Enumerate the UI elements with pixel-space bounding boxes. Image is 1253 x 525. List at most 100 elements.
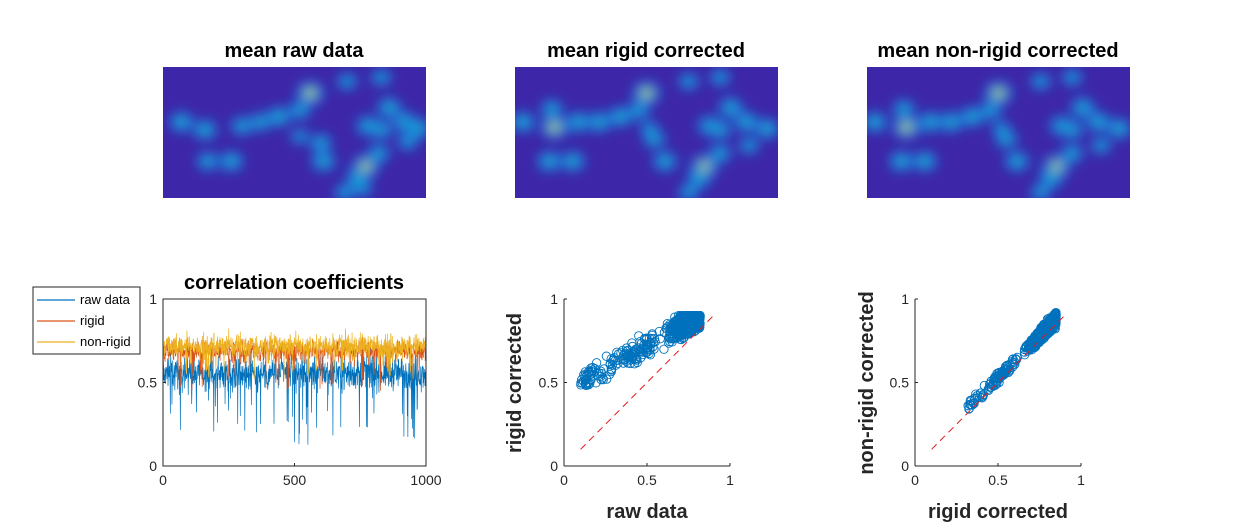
- scatter-point: [994, 367, 1004, 378]
- heatmap-blob-mid: [632, 105, 645, 116]
- heatmap-blob-mid: [235, 121, 248, 131]
- heatmap-title-raw: mean raw data: [225, 40, 365, 62]
- ylabel-raw-vs-rigid: rigid corrected: [504, 313, 526, 453]
- heatmap-blob-mid: [542, 155, 556, 167]
- scatter-point: [581, 379, 591, 390]
- heatmap-blob-mid: [174, 116, 189, 128]
- scatter-point: [589, 367, 600, 377]
- scatter-point: [639, 334, 650, 344]
- scatter-point: [665, 337, 675, 347]
- heatmap-blob-mid: [198, 124, 212, 136]
- scatter-point: [606, 366, 616, 377]
- heatmap-blob-mid: [545, 104, 558, 114]
- correlation-title: correlation coefficients: [184, 272, 404, 294]
- heatmap-blob-mid: [516, 116, 530, 128]
- heatmap-blob-mid: [382, 102, 396, 114]
- heatmap-blob-mid: [714, 73, 726, 82]
- heatmap-blob-mid: [316, 155, 331, 167]
- identity-line-raw-vs-rigid: [580, 315, 714, 450]
- heatmap-blob-mid: [613, 111, 627, 123]
- heatmap-blob-mid: [201, 156, 214, 167]
- heatmap-blob-mid: [372, 148, 385, 159]
- scatter-point: [596, 374, 606, 385]
- scatter-point: [678, 323, 689, 333]
- heatmap-blob-mid: [224, 155, 239, 167]
- heatmap-blob-mid: [683, 188, 694, 198]
- heatmap-blob-mid: [760, 123, 775, 134]
- x-tick-label: 1000: [410, 472, 441, 488]
- xlabel-rigid-vs-nonrigid: rigid corrected: [928, 501, 1068, 523]
- heatmap-blob-mid: [984, 105, 997, 116]
- scatter-point: [965, 395, 975, 406]
- heatmap-blob-mid: [723, 102, 738, 114]
- heatmap-blobs-nonrigid: [867, 69, 1130, 198]
- heatmap-blob-mid: [658, 155, 672, 167]
- heatmap-blob-peak: [1053, 163, 1060, 170]
- scatter-point: [636, 352, 646, 363]
- heatmap-blob-peak: [551, 124, 558, 130]
- scatter-rigid-vs-nonrigid: 00 0.5 0.5 1 1 rigid corrected non-rigid cor…: [856, 291, 1085, 523]
- ylabel-rigid-vs-nonrigid: non-rigid corrected: [856, 291, 878, 474]
- heatmap-blob-mid: [1066, 148, 1079, 159]
- scatter-point: [584, 380, 594, 390]
- heatmap-blob-peak: [307, 90, 313, 96]
- scatter-points-rigid-vs-nonrigid: [963, 307, 1061, 414]
- correlation-lines: [163, 328, 426, 445]
- scatter-point: [999, 369, 1009, 380]
- scatter-point: [591, 378, 601, 388]
- heatmap-blob-mid: [944, 116, 958, 128]
- scatter-point: [611, 360, 621, 370]
- heatmap-blob-mid: [897, 104, 910, 114]
- scatter-point: [632, 357, 642, 368]
- scatter-point: [977, 391, 988, 401]
- heatmap-blob-mid: [592, 116, 606, 128]
- heatmap-blob-peak: [701, 163, 708, 170]
- heatmap-blob-mid: [375, 73, 387, 82]
- heatmap-blob-mid: [714, 148, 727, 159]
- scatter-point: [590, 363, 600, 374]
- series-line-2: [163, 328, 426, 380]
- heatmap-panel-rigid: mean rigid corrected: [515, 40, 778, 198]
- scatter-point: [1045, 315, 1055, 326]
- scatter-point: [1000, 364, 1010, 375]
- scatter-point: [1025, 344, 1035, 354]
- scatter-point: [1048, 313, 1058, 323]
- x-tick-label: 0.5: [988, 472, 1008, 488]
- scatter-point: [1010, 354, 1021, 364]
- scatter-point: [1007, 354, 1018, 365]
- heatmap-blob-mid: [341, 77, 353, 86]
- heatmap-blob-mid: [350, 172, 365, 184]
- heatmap-blob-mid: [1044, 172, 1058, 184]
- heatmap-blob-peak: [643, 90, 650, 96]
- legend-label-raw: raw data: [80, 292, 131, 307]
- heatmap-blob-mid: [1035, 188, 1046, 198]
- scatter-point: [672, 316, 682, 326]
- heatmap-blobs-raw: [169, 69, 426, 198]
- heatmap-blob-mid: [894, 155, 908, 167]
- heatmap-blob-mid: [714, 125, 727, 135]
- heatmap-blob-mid: [1066, 125, 1079, 135]
- scatter-point: [612, 347, 622, 357]
- scatter-point: [626, 355, 636, 365]
- scatter-point: [576, 380, 586, 390]
- scatter-point: [580, 367, 590, 377]
- scatter-point: [992, 379, 1002, 389]
- heatmap-title-rigid: mean rigid corrected: [547, 40, 745, 62]
- heatmap-blob-mid: [1091, 116, 1106, 128]
- heatmap-glow-layer: [515, 69, 778, 198]
- heatmap-blob-mid: [1066, 73, 1078, 82]
- scatter-point: [636, 345, 646, 355]
- scatter-axes-raw-vs-rigid: 00 0.5 0.5 1 1: [539, 291, 735, 488]
- scatter-raw-vs-rigid: 00 0.5 0.5 1 1 raw data rigid corrected: [504, 291, 734, 523]
- scatter-point: [963, 400, 973, 411]
- scatter-point: [983, 384, 993, 394]
- y-tick-label: 1: [149, 291, 157, 307]
- heatmap-blob-mid: [683, 77, 694, 86]
- scatter-point: [598, 373, 608, 383]
- scatter-point: [622, 353, 632, 363]
- scatter-point: [608, 355, 618, 366]
- scatter-point: [1044, 320, 1054, 331]
- scatter-point: [609, 353, 619, 363]
- heatmap-blob-mid: [692, 172, 706, 184]
- heatmap-blob-mid: [375, 125, 388, 135]
